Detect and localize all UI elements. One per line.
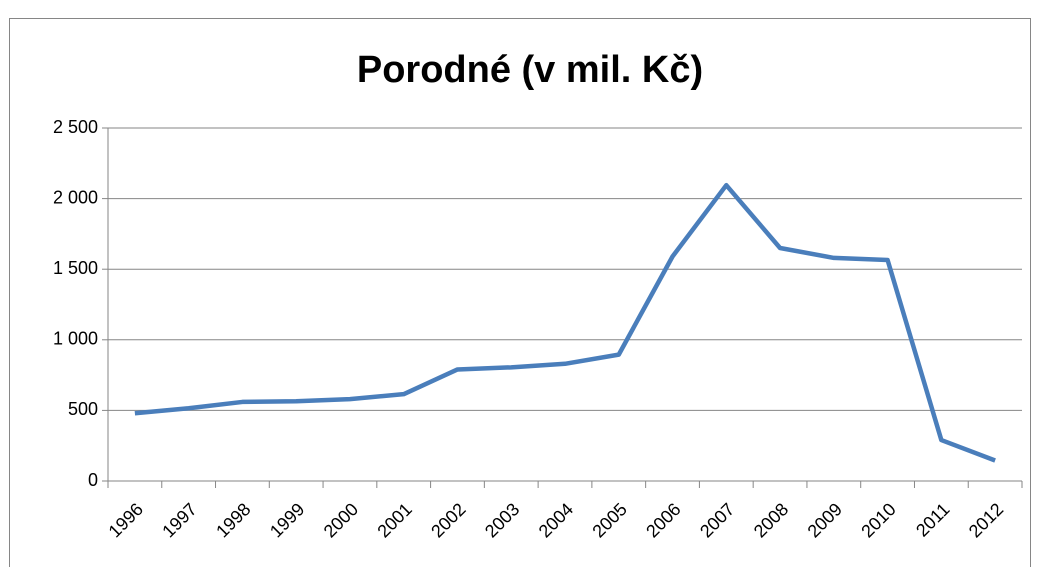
y-tick-label: 1 500 (53, 258, 98, 278)
chart-title: Porodné (v mil. Kč) (357, 49, 703, 91)
y-tick-label: 1 000 (53, 329, 98, 349)
y-tick-label: 2 500 (53, 117, 98, 137)
chart-frame (9, 18, 1031, 567)
y-tick-label: 0 (88, 470, 98, 490)
data-line (134, 182, 996, 463)
y-tick-label: 500 (68, 399, 98, 419)
y-tick-label: 2 000 (53, 187, 98, 207)
